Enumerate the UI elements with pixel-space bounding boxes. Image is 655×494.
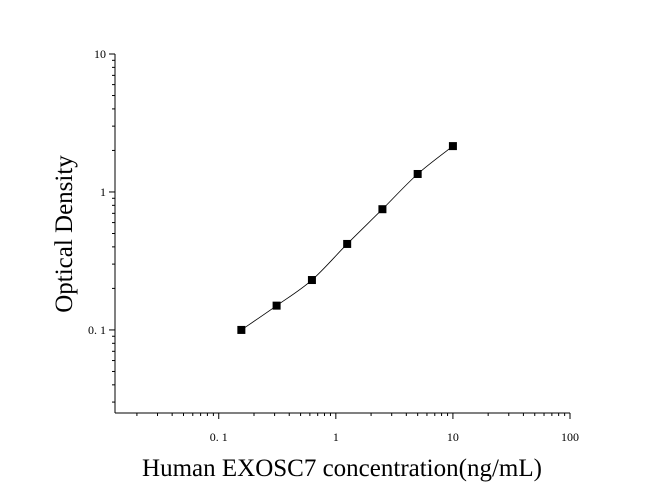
y-tick-label: 0. 1 <box>88 323 106 337</box>
minor-ticks <box>112 59 566 416</box>
data-point <box>343 239 352 248</box>
x-tick-label: 0. 1 <box>210 430 228 444</box>
axes <box>114 54 570 414</box>
data-point <box>413 169 422 178</box>
x-tick-label: 1 <box>333 430 339 444</box>
data-point <box>448 142 457 151</box>
data-point <box>237 325 246 334</box>
y-tick-label: 1 <box>100 185 106 199</box>
y-tick-label: 10 <box>94 47 106 61</box>
data-points <box>237 142 457 334</box>
x-axis-title: Human EXOSC7 concentration(ng/mL) <box>142 455 542 482</box>
data-point <box>272 301 281 310</box>
y-tick-labels: 0. 1 1 10 <box>88 47 106 337</box>
major-ticks <box>109 53 571 419</box>
x-tick-labels: 0. 1 1 10 100 <box>210 430 579 444</box>
data-point <box>307 276 316 285</box>
x-tick-label: 10 <box>447 430 459 444</box>
y-axis-title: Optical Density <box>51 155 78 313</box>
x-tick-label: 100 <box>561 430 579 444</box>
data-point <box>378 205 387 214</box>
